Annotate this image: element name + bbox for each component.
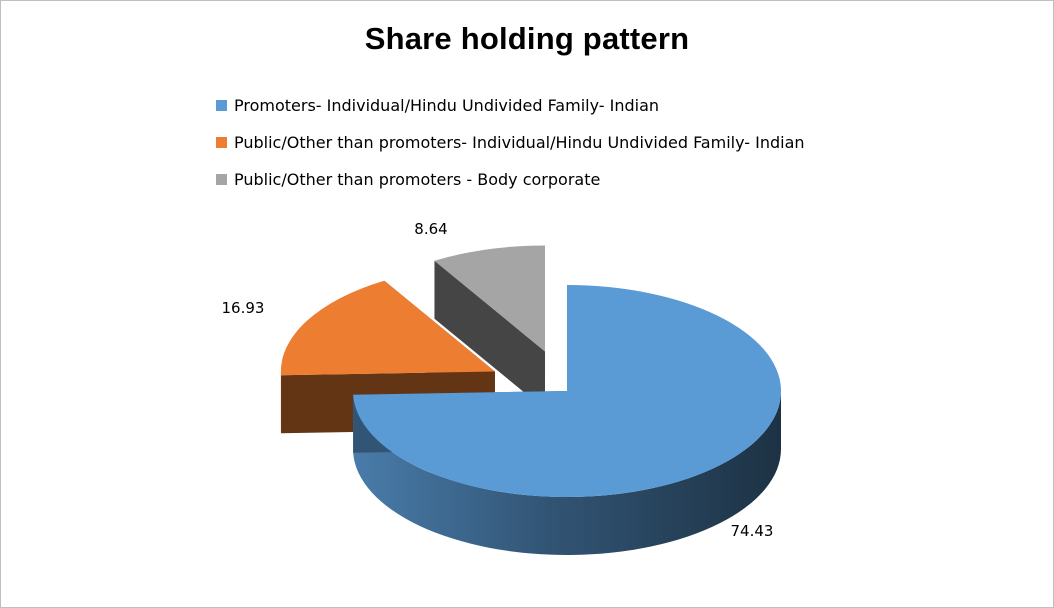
data-label: 74.43	[731, 522, 774, 540]
legend-label: Public/Other than promoters - Body corpo…	[234, 170, 601, 189]
legend: Promoters- Individual/Hindu Undivided Fa…	[216, 87, 805, 198]
slice-cut-face	[434, 260, 546, 410]
legend-label: Promoters- Individual/Hindu Undivided Fa…	[234, 96, 660, 115]
slice-outer-wall	[353, 391, 781, 556]
legend-item: Promoters- Individual/Hindu Undivided Fa…	[216, 87, 805, 124]
legend-item: Public/Other than promoters - Body corpo…	[216, 161, 805, 198]
legend-item: Public/Other than promoters- Individual/…	[216, 124, 805, 161]
legend-swatch	[216, 174, 227, 185]
chart-title: Share holding pattern	[364, 21, 690, 56]
legend-swatch	[216, 100, 227, 111]
pie-slice	[353, 285, 781, 497]
data-label: 16.93	[222, 299, 265, 317]
data-label: 8.64	[414, 220, 447, 238]
pie-slice	[280, 280, 495, 376]
pie-slice	[434, 245, 546, 352]
legend-label: Public/Other than promoters- Individual/…	[234, 133, 805, 152]
legend-swatch	[216, 137, 227, 148]
